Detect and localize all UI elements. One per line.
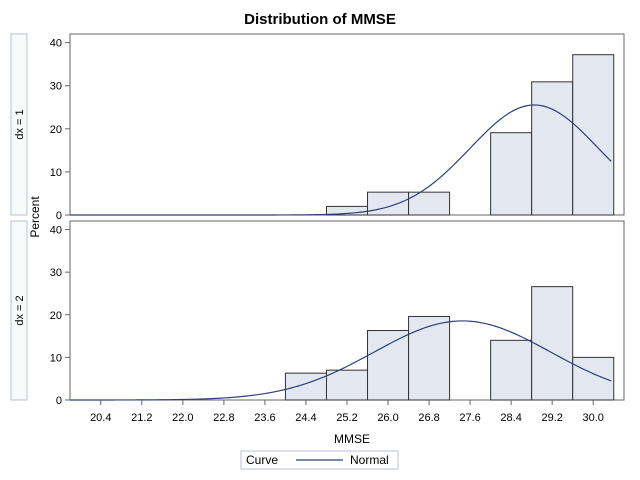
x-tick-label: 29.2 [541, 412, 562, 424]
x-tick-label: 21.2 [131, 412, 152, 424]
histogram-bar [367, 191, 410, 216]
x-tick-label: 30.0 [583, 412, 604, 424]
y-tick-label: 0 [56, 395, 62, 407]
y-tick-label: 20 [50, 310, 62, 322]
y-tick-label: 0 [56, 210, 62, 222]
histogram-bar [284, 372, 327, 401]
histogram-bar [572, 356, 615, 401]
x-tick-label: 26.8 [418, 412, 439, 424]
x-axis: 20.4 21.2 22.0 22.8 23.6 24.4 25.2 26.0 26.8 27.6… [90, 400, 604, 424]
x-tick-label: 26.0 [377, 412, 398, 424]
histogram-bar [325, 369, 369, 401]
x-tick-label: 28.4 [500, 412, 521, 424]
y-axis-label: Percent [28, 196, 42, 238]
histogram-bar [490, 132, 533, 216]
y-tick-label: 20 [50, 124, 62, 136]
normal-curve [70, 320, 612, 401]
y-tick-label: 30 [50, 81, 62, 93]
panels-layer: dx = 1 0 10 20 30 40 dx = 2 0 10 20 30 40 [10, 33, 625, 407]
panel-strip [10, 33, 28, 216]
x-tick-label: 22.0 [172, 412, 193, 424]
y-tick-label: 10 [50, 167, 62, 179]
x-tick-label: 20.4 [90, 412, 111, 424]
x-tick-label: 24.4 [295, 412, 316, 424]
x-tick-label: 23.6 [254, 412, 275, 424]
histogram-bar [531, 81, 574, 216]
panel-strip [10, 220, 28, 401]
legend-title: Curve [246, 453, 278, 467]
panel-strip-label: dx = 1 [14, 109, 26, 139]
histogram-bar [367, 330, 410, 401]
legend-entry: Normal [350, 453, 389, 467]
legend: Curve Normal [240, 450, 399, 470]
chart-title: Distribution of MMSE [244, 11, 396, 28]
y-tick-label: 30 [50, 267, 62, 279]
x-tick-label: 22.8 [213, 412, 234, 424]
panel-1: dx = 1 0 10 20 30 40 [10, 33, 625, 222]
x-axis-label: MMSE [334, 432, 370, 446]
panel-2: dx = 2 0 10 20 30 40 [10, 220, 625, 407]
histogram-bar [408, 315, 451, 401]
y-tick-label: 40 [50, 225, 62, 237]
histogram-bar [408, 191, 451, 216]
x-tick-label: 25.2 [336, 412, 357, 424]
panel-strip-label: dx = 2 [14, 295, 26, 325]
histogram-bar [490, 339, 533, 401]
normal-curve [70, 104, 612, 216]
histogram-bar [572, 54, 615, 216]
histogram-bar [531, 286, 574, 401]
y-tick-label: 10 [50, 352, 62, 364]
y-tick-label: 40 [50, 38, 62, 50]
x-tick-label: 27.6 [459, 412, 480, 424]
